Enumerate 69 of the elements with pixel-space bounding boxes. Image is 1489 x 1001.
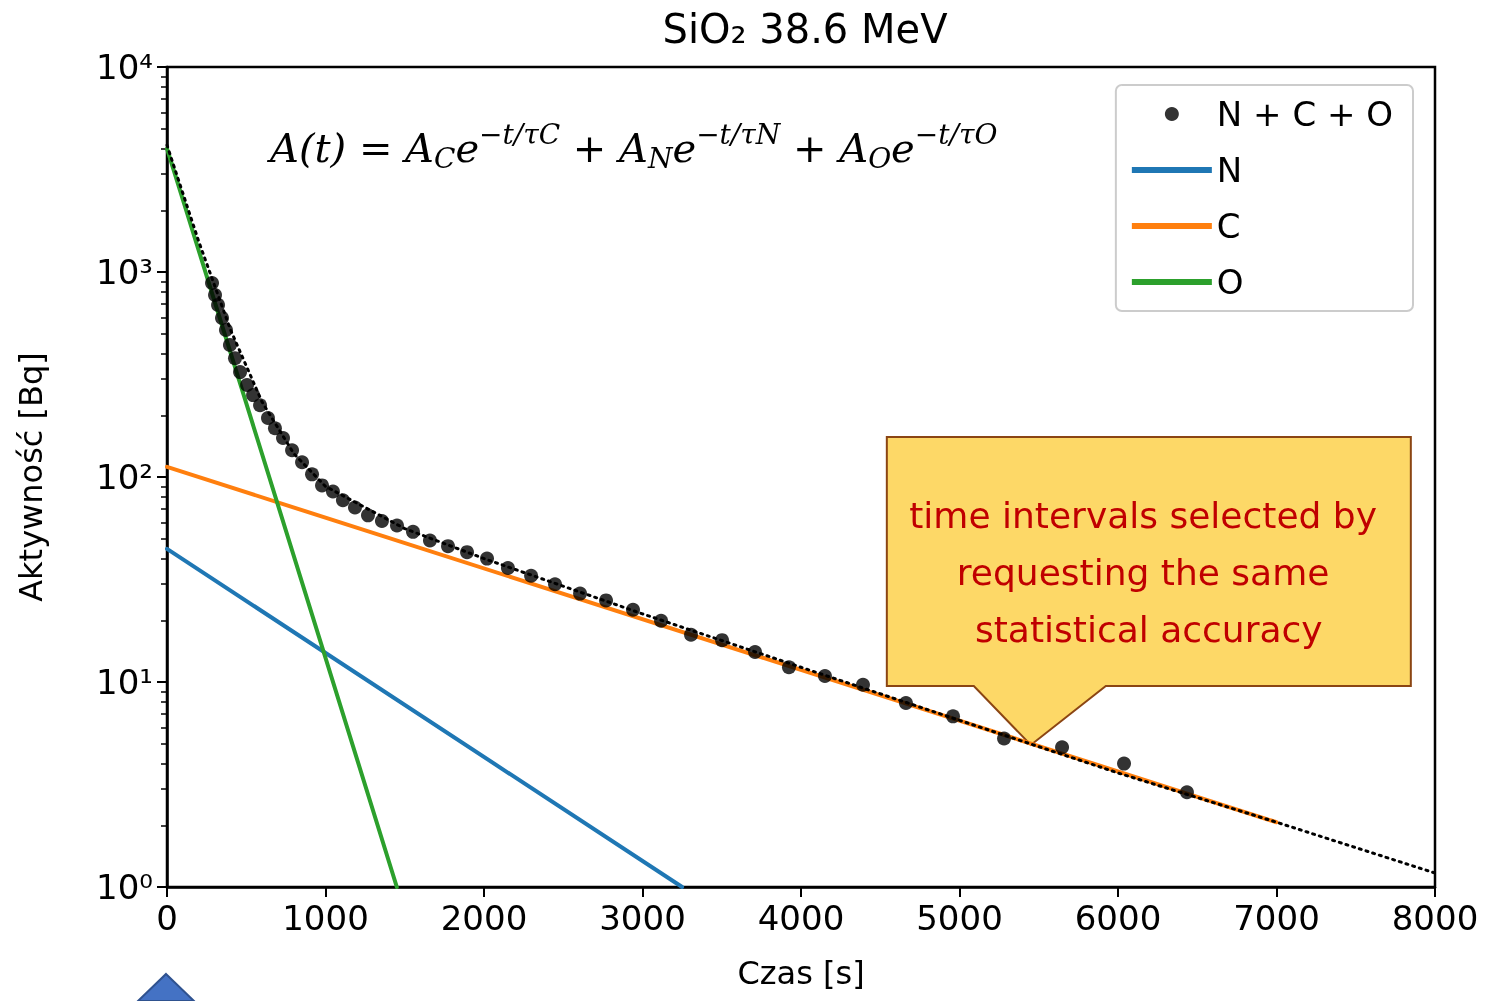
point xyxy=(374,514,389,528)
point xyxy=(997,731,1012,746)
point xyxy=(573,586,588,601)
point xyxy=(548,577,563,592)
point xyxy=(360,508,375,523)
point xyxy=(946,709,960,724)
legend-label: N xyxy=(1216,150,1243,190)
x-tick-label: 6000 xyxy=(1074,898,1162,938)
point xyxy=(211,297,226,312)
point xyxy=(748,645,763,660)
point xyxy=(626,602,640,617)
point xyxy=(215,310,229,325)
point xyxy=(898,695,913,710)
x-tick-label: 3000 xyxy=(599,898,686,938)
point xyxy=(441,539,456,554)
point xyxy=(267,421,282,436)
point xyxy=(855,677,870,692)
point xyxy=(781,660,796,675)
point xyxy=(233,365,248,380)
point xyxy=(276,430,291,445)
point xyxy=(260,411,275,425)
point xyxy=(500,560,515,575)
x-tick-label: 1000 xyxy=(282,898,369,938)
point xyxy=(524,568,539,583)
point xyxy=(240,378,255,393)
point xyxy=(253,398,268,413)
y-tick-label: 10³ xyxy=(96,252,153,292)
point xyxy=(422,533,437,548)
x-tick-label: 2000 xyxy=(440,898,528,938)
point xyxy=(246,388,261,403)
x-axis-title: Czas [s] xyxy=(737,954,865,992)
point xyxy=(654,613,669,628)
y-tick-label: 10⁰ xyxy=(96,867,153,907)
point xyxy=(295,455,310,470)
point xyxy=(348,500,362,515)
point xyxy=(460,545,475,560)
point xyxy=(390,518,404,533)
x-tick-label: 4000 xyxy=(757,898,845,938)
chart-title: SiO₂ 38.6 MeV xyxy=(662,6,949,52)
x-tick-label: 0 xyxy=(156,898,178,938)
point xyxy=(1117,756,1132,771)
y-tick-label: 10⁴ xyxy=(96,47,153,87)
point xyxy=(599,593,614,608)
y-tick-label: 10¹ xyxy=(96,662,153,702)
point xyxy=(315,478,330,493)
x-tick-label: 7000 xyxy=(1233,898,1320,938)
point xyxy=(285,443,300,458)
point xyxy=(222,337,237,352)
point xyxy=(228,351,242,366)
legend-label: O xyxy=(1216,262,1244,302)
point xyxy=(715,633,730,648)
point xyxy=(684,627,698,642)
y-tick-label: 10² xyxy=(96,457,153,497)
y-axis-title: Aktywność [Bq] xyxy=(12,352,50,602)
point xyxy=(1179,785,1194,800)
legend-label: C xyxy=(1216,206,1241,246)
point xyxy=(325,484,340,499)
point xyxy=(205,275,220,290)
x-tick-label: 5000 xyxy=(916,898,1003,938)
point xyxy=(218,323,233,338)
x-tick-label: 8000 xyxy=(1391,898,1479,938)
annotation: time intervals selected by requesting the same statistical accuracy xyxy=(909,494,1389,650)
point xyxy=(1055,740,1070,755)
legend-label: N + C + O xyxy=(1216,94,1394,134)
point xyxy=(305,467,320,482)
point xyxy=(335,493,350,508)
point xyxy=(817,668,832,683)
point xyxy=(480,551,495,566)
point xyxy=(406,524,420,539)
